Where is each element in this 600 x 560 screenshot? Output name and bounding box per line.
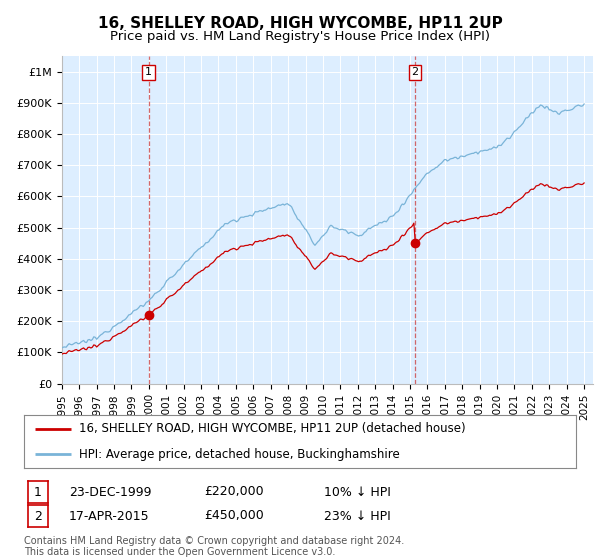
Text: 16, SHELLEY ROAD, HIGH WYCOMBE, HP11 2UP (detached house): 16, SHELLEY ROAD, HIGH WYCOMBE, HP11 2UP… [79,422,466,435]
Text: 2: 2 [412,67,419,77]
Text: 10% ↓ HPI: 10% ↓ HPI [324,486,391,498]
Text: Contains HM Land Registry data © Crown copyright and database right 2024.
This d: Contains HM Land Registry data © Crown c… [24,535,404,557]
Text: 23% ↓ HPI: 23% ↓ HPI [324,510,391,522]
Text: HPI: Average price, detached house, Buckinghamshire: HPI: Average price, detached house, Buck… [79,448,400,461]
Text: £450,000: £450,000 [204,510,264,522]
Text: £220,000: £220,000 [204,486,263,498]
Text: 23-DEC-1999: 23-DEC-1999 [69,486,151,498]
Text: 1: 1 [145,67,152,77]
Text: Price paid vs. HM Land Registry's House Price Index (HPI): Price paid vs. HM Land Registry's House … [110,30,490,43]
Text: 2: 2 [34,510,42,522]
Text: 16, SHELLEY ROAD, HIGH WYCOMBE, HP11 2UP: 16, SHELLEY ROAD, HIGH WYCOMBE, HP11 2UP [98,16,502,31]
Text: 17-APR-2015: 17-APR-2015 [69,510,149,522]
Text: 1: 1 [34,486,42,498]
